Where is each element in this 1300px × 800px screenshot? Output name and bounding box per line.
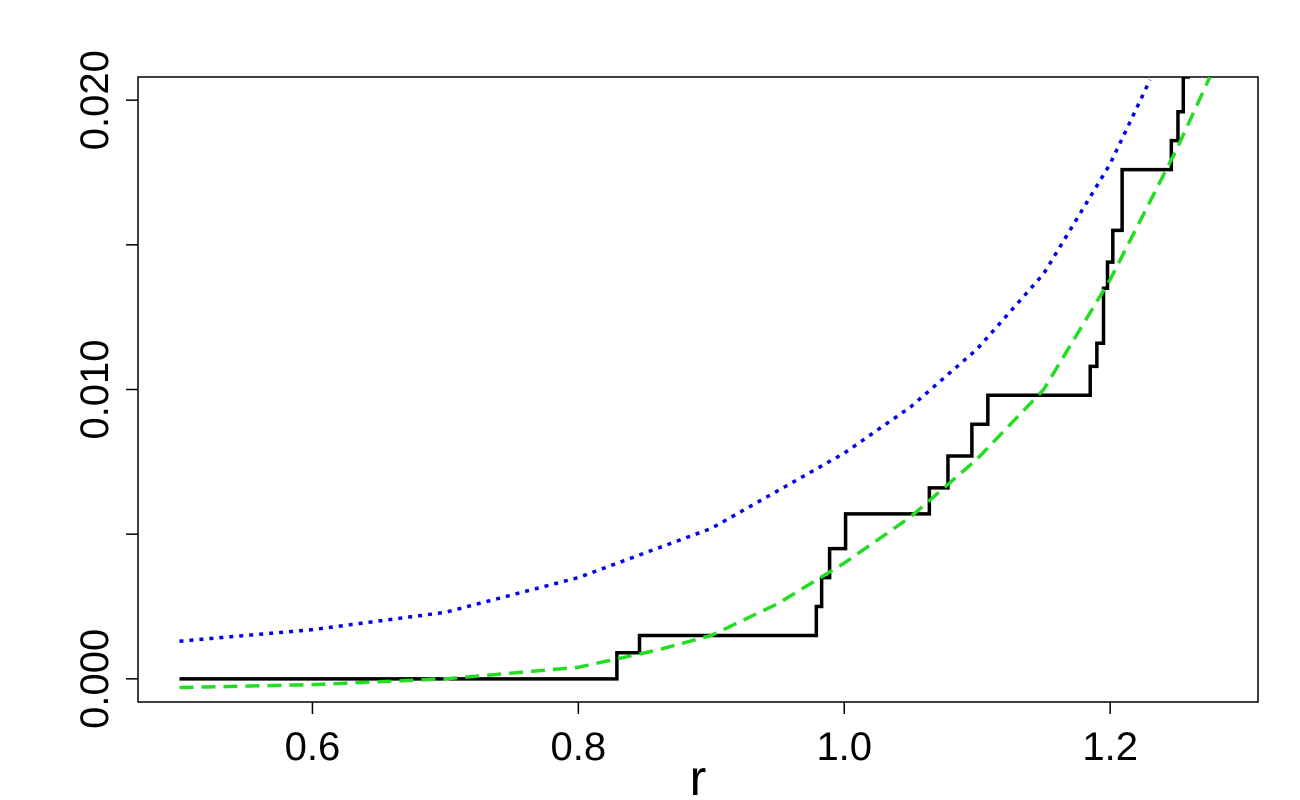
x-tick-label: 0.8 (551, 725, 607, 769)
line-series (179, 77, 1212, 690)
y-tick-label: 0.000 (73, 629, 117, 729)
line-series (179, 77, 1190, 681)
x-tick-label: 1.0 (816, 725, 872, 769)
x-axis-label: r (690, 750, 707, 800)
y-tick-label: 0.020 (73, 50, 117, 150)
y-tick-label: 0.010 (73, 339, 117, 439)
x-tick-label: 0.6 (285, 725, 341, 769)
x-tick-label: 1.2 (1082, 725, 1138, 769)
line-series (179, 79, 1152, 643)
